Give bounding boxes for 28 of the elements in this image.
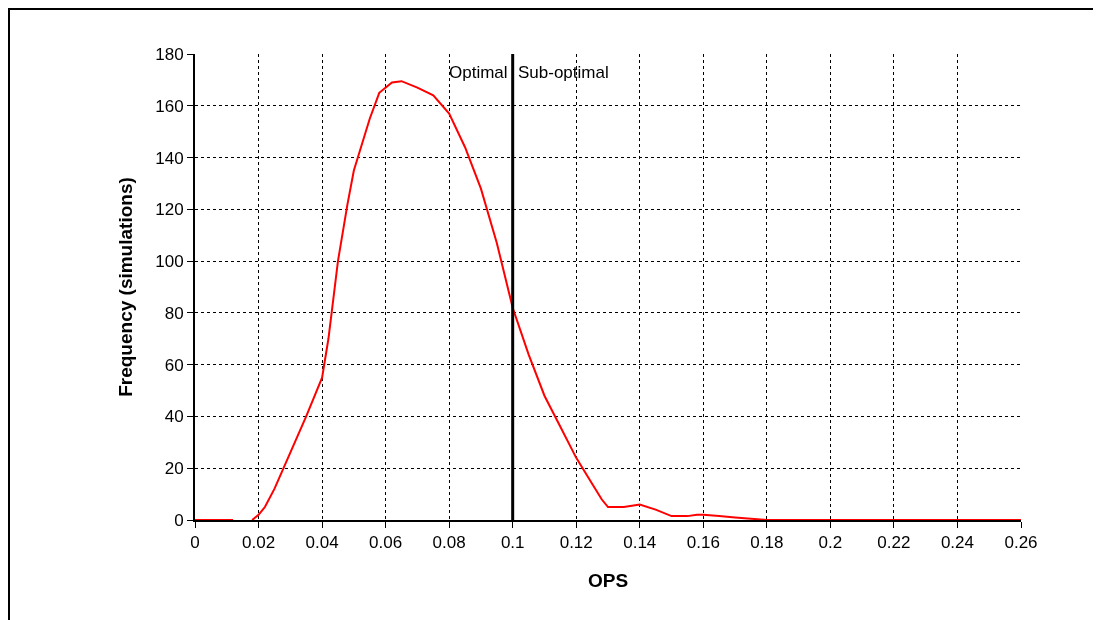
- x-axis-title: OPS: [587, 569, 629, 591]
- x-tick-label: 0.18: [750, 533, 784, 553]
- x-tick-label: 0.24: [940, 533, 975, 553]
- x-tick-label: 0.12: [559, 533, 593, 553]
- y-tick-label: 60: [164, 355, 184, 375]
- x-tick-label: 0: [190, 533, 200, 553]
- annotation: Sub-optimal: [518, 63, 609, 82]
- y-tick-label: 160: [155, 96, 184, 116]
- x-tick-label: 0.2: [818, 533, 843, 553]
- x-tick-label: 0.26: [1004, 533, 1038, 553]
- x-tick-label: 0.02: [241, 533, 276, 553]
- y-tick-label: 180: [155, 44, 184, 64]
- x-tick-label: 0.06: [369, 533, 403, 553]
- x-tick-label: 0.04: [305, 533, 339, 553]
- x-tick-label: 0.22: [877, 533, 911, 553]
- y-tick-label: 100: [155, 252, 184, 272]
- y-tick-label: 40: [164, 407, 184, 427]
- y-axis-title: Frequency (simulations): [114, 177, 136, 397]
- y-tick-label: 120: [155, 200, 184, 220]
- y-tick-label: 80: [164, 303, 184, 323]
- x-tick-label: 0.08: [432, 533, 466, 553]
- x-tick-label: 0.16: [686, 533, 720, 553]
- y-tick-label: 140: [155, 148, 184, 168]
- x-tick-label: 0.14: [623, 533, 657, 553]
- y-tick-label: 20: [164, 459, 184, 479]
- y-tick-label: 0: [174, 510, 184, 530]
- x-tick-label: 0.1: [500, 533, 525, 553]
- annotation: Optimal: [449, 63, 508, 82]
